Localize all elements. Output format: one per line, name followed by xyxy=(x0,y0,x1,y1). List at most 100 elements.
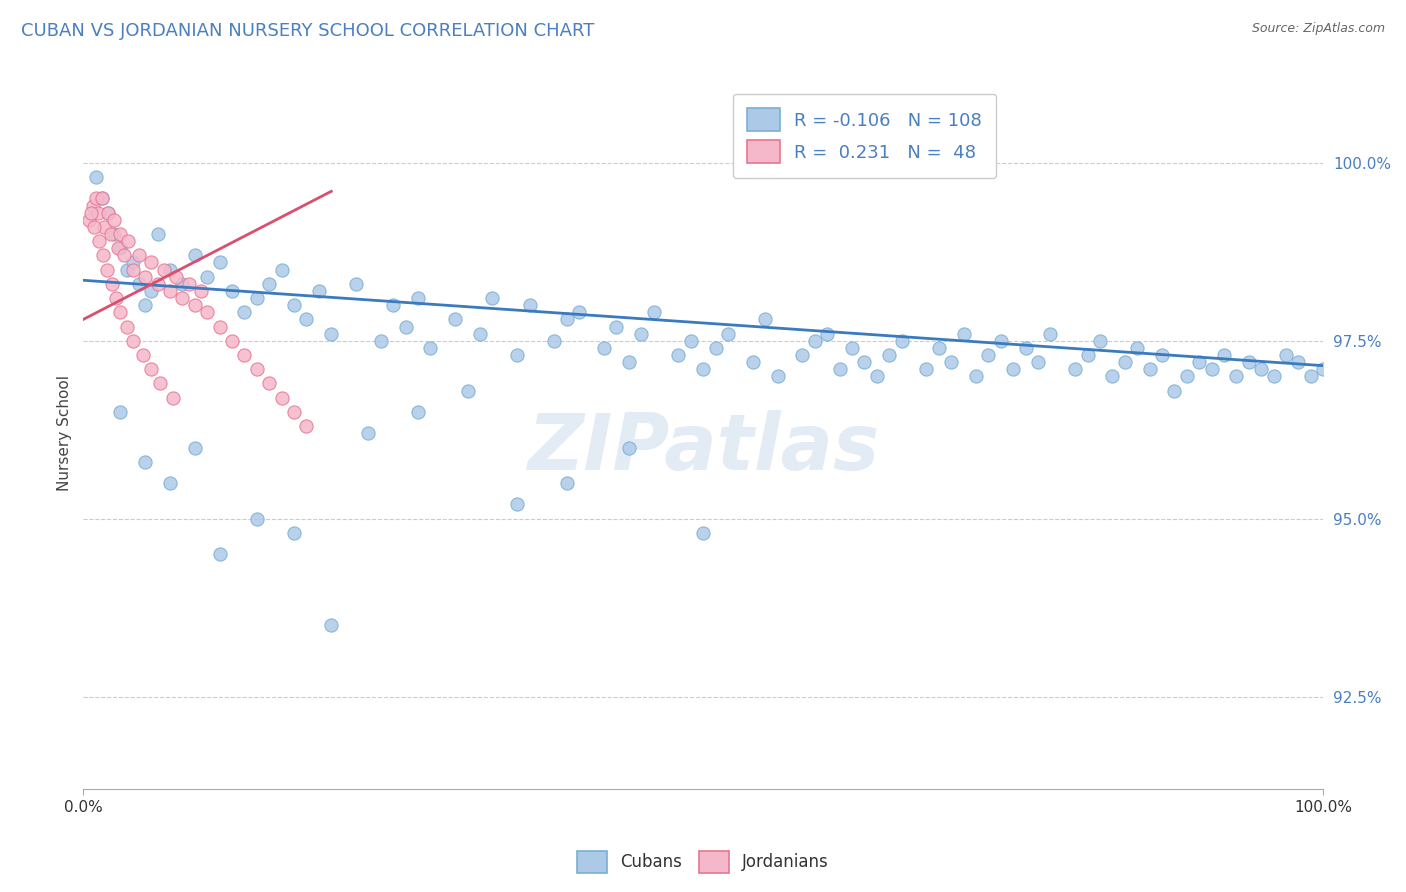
Point xyxy=(605,319,627,334)
Point xyxy=(1064,362,1087,376)
Point xyxy=(877,348,900,362)
Point xyxy=(146,227,169,241)
Point xyxy=(112,248,135,262)
Point xyxy=(80,205,103,219)
Point xyxy=(159,262,181,277)
Point xyxy=(1163,384,1185,398)
Point xyxy=(804,334,827,348)
Point xyxy=(1152,348,1174,362)
Point xyxy=(630,326,652,341)
Point xyxy=(1213,348,1236,362)
Text: Source: ZipAtlas.com: Source: ZipAtlas.com xyxy=(1251,22,1385,36)
Point xyxy=(506,498,529,512)
Point xyxy=(83,219,105,234)
Point xyxy=(977,348,1000,362)
Point xyxy=(617,355,640,369)
Point xyxy=(184,441,207,455)
Point xyxy=(1275,348,1298,362)
Point xyxy=(1288,355,1310,369)
Point xyxy=(110,227,132,241)
Point xyxy=(1077,348,1099,362)
Point xyxy=(792,348,814,362)
Point xyxy=(481,291,503,305)
Point xyxy=(195,305,218,319)
Point xyxy=(141,284,163,298)
Point xyxy=(101,277,124,291)
Point xyxy=(96,262,118,277)
Point xyxy=(668,348,690,362)
Point xyxy=(828,362,851,376)
Point xyxy=(128,248,150,262)
Point xyxy=(87,205,110,219)
Point xyxy=(406,291,429,305)
Point xyxy=(190,284,212,298)
Point xyxy=(555,312,578,326)
Point xyxy=(246,511,269,525)
Point xyxy=(754,312,776,326)
Point xyxy=(184,248,207,262)
Point xyxy=(270,391,292,405)
Point xyxy=(208,547,231,561)
Point xyxy=(159,284,181,298)
Point xyxy=(990,334,1012,348)
Point xyxy=(1126,341,1149,355)
Point xyxy=(1263,369,1285,384)
Legend: Cubans, Jordanians: Cubans, Jordanians xyxy=(571,845,835,880)
Point xyxy=(233,348,256,362)
Point xyxy=(1002,362,1025,376)
Point xyxy=(110,241,132,255)
Point xyxy=(406,405,429,419)
Point xyxy=(866,369,889,384)
Point xyxy=(841,341,863,355)
Point xyxy=(84,191,107,205)
Point xyxy=(717,326,740,341)
Point xyxy=(82,198,104,212)
Point xyxy=(128,277,150,291)
Point xyxy=(115,262,138,277)
Point xyxy=(1114,355,1136,369)
Point xyxy=(704,341,727,355)
Point xyxy=(134,298,156,312)
Point xyxy=(370,334,392,348)
Point xyxy=(679,334,702,348)
Point xyxy=(1201,362,1223,376)
Point xyxy=(134,269,156,284)
Point xyxy=(91,248,114,262)
Point xyxy=(766,369,789,384)
Point xyxy=(270,262,292,277)
Point xyxy=(122,255,145,269)
Point xyxy=(259,277,281,291)
Point xyxy=(146,277,169,291)
Point xyxy=(419,341,441,355)
Point xyxy=(172,291,194,305)
Point xyxy=(184,298,207,312)
Point xyxy=(110,405,132,419)
Point xyxy=(1225,369,1247,384)
Point xyxy=(853,355,876,369)
Point xyxy=(141,255,163,269)
Point xyxy=(103,227,125,241)
Point xyxy=(159,476,181,491)
Point xyxy=(110,305,132,319)
Point xyxy=(1026,355,1049,369)
Point xyxy=(321,618,343,632)
Point xyxy=(208,255,231,269)
Point xyxy=(915,362,938,376)
Point xyxy=(149,376,172,391)
Point xyxy=(141,362,163,376)
Point xyxy=(132,348,155,362)
Point xyxy=(308,284,330,298)
Point xyxy=(1188,355,1211,369)
Point xyxy=(468,326,491,341)
Point xyxy=(295,312,318,326)
Point xyxy=(692,362,714,376)
Point xyxy=(283,298,305,312)
Point xyxy=(1088,334,1111,348)
Point xyxy=(233,305,256,319)
Y-axis label: Nursery School: Nursery School xyxy=(58,376,72,491)
Point xyxy=(444,312,467,326)
Point xyxy=(165,269,187,284)
Point xyxy=(815,326,838,341)
Point xyxy=(246,291,269,305)
Point xyxy=(952,326,974,341)
